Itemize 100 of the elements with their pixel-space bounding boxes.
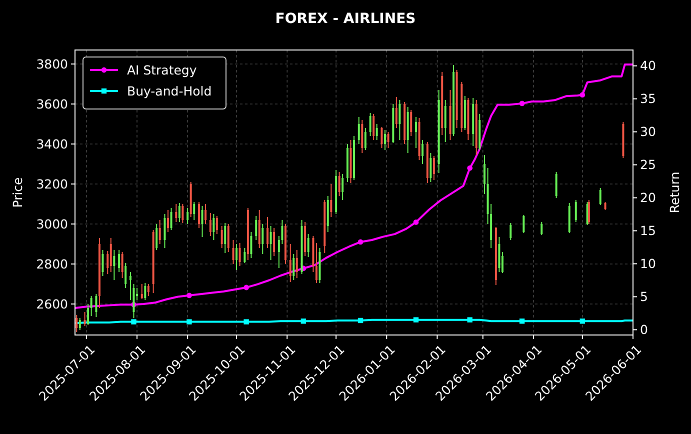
candlestick — [555, 172, 558, 198]
candlestick — [170, 208, 172, 230]
point — [131, 319, 136, 324]
candlestick — [369, 112, 372, 136]
candlestick — [110, 238, 112, 272]
point — [186, 292, 192, 298]
candlestick — [522, 214, 525, 234]
candlestick — [224, 222, 226, 254]
candlestick — [364, 128, 366, 150]
point — [358, 239, 364, 245]
candlestick — [342, 174, 344, 200]
point — [519, 318, 525, 324]
point — [186, 319, 192, 324]
point — [413, 317, 419, 322]
point — [519, 100, 525, 106]
candlestick — [198, 202, 200, 228]
candlestick — [204, 204, 207, 224]
y2-tick-label: 10 — [640, 256, 656, 272]
y-tick-label: 3800 — [36, 56, 68, 72]
y-tick-label: 3200 — [36, 176, 68, 192]
candlestick — [262, 224, 264, 254]
candlestick — [113, 250, 116, 280]
candlestick — [574, 200, 577, 222]
candlestick — [599, 188, 602, 206]
candlestick — [209, 212, 212, 236]
y2-tick-label: 35 — [640, 91, 656, 106]
candlestick — [124, 262, 127, 288]
point — [467, 165, 473, 171]
candlestick — [384, 130, 386, 150]
candlestick — [250, 232, 252, 258]
y-tick-label: 3600 — [36, 96, 68, 112]
candlestick — [296, 250, 298, 278]
candlestick — [147, 284, 150, 296]
candlestick — [178, 202, 180, 222]
y2-tick-label: 40 — [640, 58, 656, 74]
candlestick — [232, 240, 234, 264]
y2-tick-label: 30 — [640, 124, 656, 140]
candlestick — [95, 294, 98, 318]
candlestick — [212, 214, 215, 240]
candlestick — [140, 284, 143, 300]
candlestick — [372, 114, 375, 140]
candlestick — [484, 154, 486, 194]
candlestick — [266, 216, 269, 248]
candlestick — [315, 242, 318, 284]
candlestick — [422, 140, 424, 164]
candlestick — [118, 250, 120, 272]
y2-tick-label: 0 — [640, 322, 648, 338]
candlestick — [156, 224, 158, 250]
point — [300, 318, 306, 324]
candlestick — [90, 296, 92, 316]
candlestick — [430, 152, 432, 182]
candlestick — [167, 210, 169, 232]
point — [244, 284, 250, 290]
y2-tick-label: 25 — [640, 157, 656, 172]
y2-tick-label: 5 — [640, 289, 648, 304]
candlestick — [238, 242, 241, 266]
candlestick — [258, 210, 260, 248]
candlestick — [201, 206, 204, 238]
point — [580, 92, 586, 98]
candlestick — [410, 110, 412, 136]
point — [580, 318, 586, 324]
legend-label: AI Strategy — [127, 62, 198, 78]
candlestick — [102, 250, 104, 276]
point — [358, 318, 364, 324]
candlestick — [338, 172, 340, 196]
candlestick — [186, 208, 189, 224]
candlestick — [444, 100, 446, 142]
candlestick — [398, 100, 401, 140]
candlestick — [175, 204, 178, 222]
candlestick — [270, 226, 272, 260]
candlestick — [510, 222, 512, 240]
candlestick — [387, 132, 390, 148]
candlestick — [121, 252, 124, 278]
candlestick — [376, 124, 378, 140]
candlestick — [255, 216, 258, 240]
candlestick — [432, 156, 435, 180]
candlestick — [182, 204, 184, 224]
candlestick — [415, 116, 417, 148]
point — [413, 219, 419, 225]
candlestick — [87, 304, 90, 326]
y-tick-label: 2600 — [36, 296, 68, 312]
candlestick — [361, 120, 364, 154]
point — [244, 319, 249, 324]
candlestick — [220, 226, 223, 248]
candlestick — [244, 248, 246, 264]
candlestick — [227, 224, 230, 252]
y2-axis-title: Return — [667, 172, 682, 214]
y2-tick-label: 20 — [640, 190, 656, 206]
candlestick — [292, 254, 295, 280]
y-tick-label: 3400 — [36, 136, 68, 152]
candlestick — [78, 318, 81, 330]
y-axis-title: Price — [10, 176, 25, 208]
chart-title: FOREX - AIRLINES — [275, 11, 416, 27]
candlestick — [395, 96, 398, 128]
candlestick — [540, 222, 543, 236]
candlestick — [273, 228, 276, 256]
y2-tick-label: 15 — [640, 223, 656, 238]
candlestick — [358, 116, 360, 144]
candlestick — [330, 184, 332, 218]
point — [467, 317, 472, 322]
